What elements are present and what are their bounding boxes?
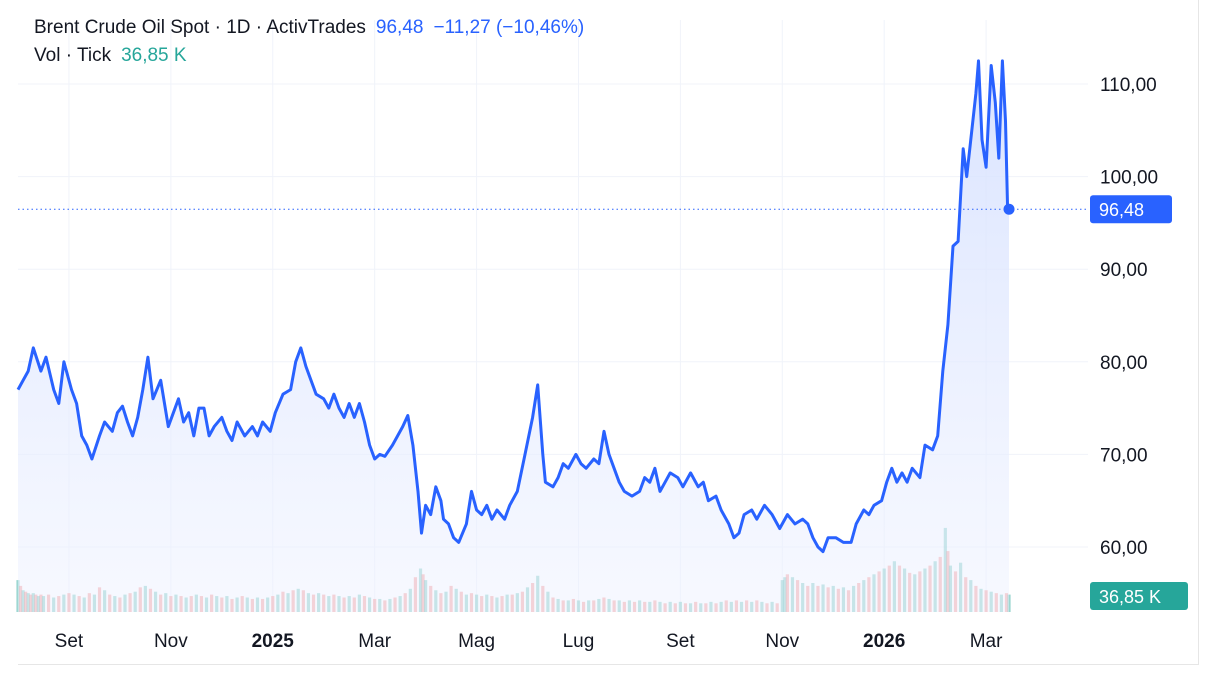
price-line[interactable] (16, 59, 1011, 554)
symbol-title[interactable]: Brent Crude Oil Spot · 1D · ActivTrades (34, 17, 366, 38)
x-tick-label: Mar (970, 631, 1003, 652)
chart-frame (18, 0, 1199, 665)
x-tick-label: Nov (154, 631, 188, 652)
price-area-fill (18, 60, 1009, 612)
x-tick-label: Set (55, 631, 84, 652)
y-tick-label: 100,00 (1100, 168, 1158, 189)
y-tick-label: 70,00 (1100, 445, 1148, 466)
y-tick-label: 110,00 (1100, 75, 1157, 96)
x-tick-label: Mag (458, 631, 495, 652)
x-tick-label: Mar (358, 631, 391, 652)
volume-bar (1007, 594, 1011, 612)
axes: 110,00 100,00 90,00 80,00 70,00 60,00 Set Nov 20… (55, 75, 1158, 652)
price-line-group (16, 59, 1088, 554)
price-badge-text: 96,48 (1099, 200, 1144, 220)
x-tick-label: Lug (563, 631, 595, 652)
volume-indicator-title[interactable]: Vol · Tick (34, 45, 112, 66)
last-price: 96,48 (375, 17, 424, 38)
x-tick-label: Nov (765, 631, 799, 652)
volume-value: 36,85 K (121, 45, 187, 66)
x-tick-label: Set (666, 631, 695, 652)
y-tick-label: 90,00 (1100, 260, 1148, 281)
chart-legend: Brent Crude Oil Spot · 1D · ActivTrades … (34, 17, 584, 73)
volume-badge-text: 36,85 K (1099, 587, 1161, 607)
last-price-dot (1003, 203, 1015, 215)
x-tick-label: 2026 (863, 631, 905, 652)
legend-volume-row: Vol · Tick 36,85 K (34, 45, 584, 67)
price-area (18, 60, 1009, 612)
price-badge (1090, 195, 1172, 224)
y-tick-label: 80,00 (1100, 353, 1148, 374)
badges: 96,48 36,85 K (1090, 195, 1188, 610)
legend-price-row: Brent Crude Oil Spot · 1D · ActivTrades … (34, 17, 584, 39)
x-tick-label: 2025 (252, 631, 295, 652)
volume-badge (1090, 582, 1188, 610)
y-tick-label: 60,00 (1100, 538, 1148, 559)
price-change: −11,27 (−10,46%) (433, 17, 585, 38)
